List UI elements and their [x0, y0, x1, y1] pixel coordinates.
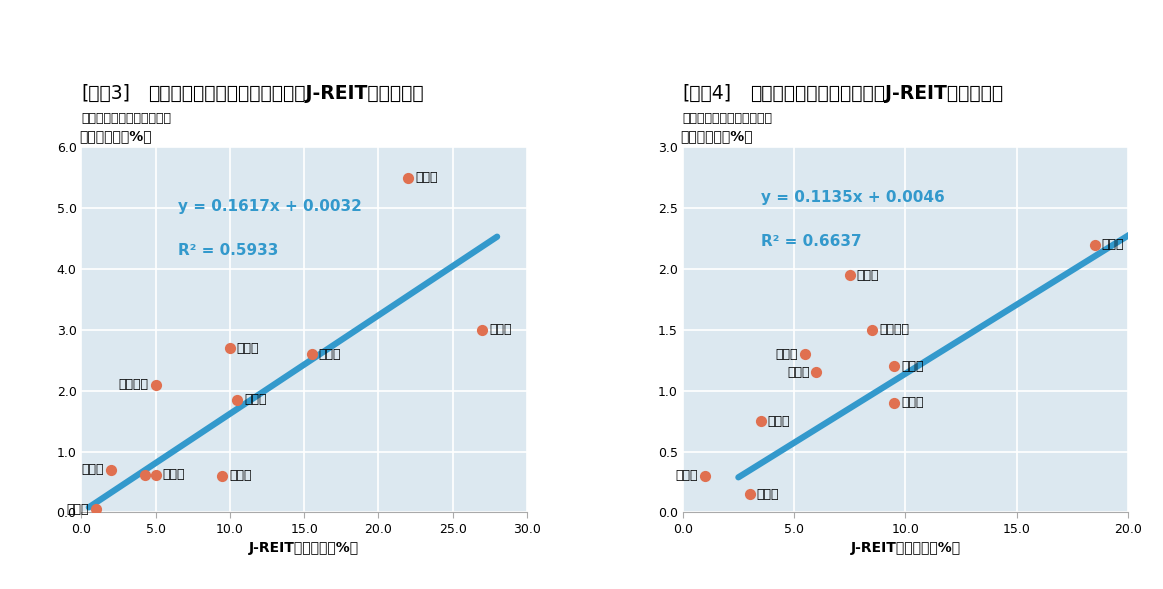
X-axis label: J-REIT保有比率（%）: J-REIT保有比率（%） — [249, 541, 359, 555]
Point — [695, 471, 714, 481]
Point — [473, 325, 492, 335]
Point — [885, 362, 904, 371]
Text: 福岡市: 福岡市 — [244, 393, 266, 406]
Text: 広島市: 広島市 — [676, 469, 698, 482]
Point — [1085, 240, 1104, 249]
Text: 札幌市: 札幌市 — [901, 396, 923, 409]
Text: 出所：ニッセイ基礎研究所: 出所：ニッセイ基礎研究所 — [683, 112, 772, 125]
Text: オフィスの「市場流動性」と「J-REIT保有比率」: オフィスの「市場流動性」と「J-REIT保有比率」 — [149, 84, 423, 103]
Point — [863, 325, 882, 335]
Point — [228, 395, 247, 405]
Point — [136, 470, 155, 479]
Point — [795, 349, 814, 359]
Text: R² = 0.5933: R² = 0.5933 — [178, 243, 278, 258]
Point — [740, 489, 758, 499]
Text: 福岡市: 福岡市 — [776, 348, 798, 360]
Point — [885, 398, 904, 408]
Text: 名古屋市: 名古屋市 — [119, 378, 149, 391]
Text: 京都市: 京都市 — [756, 488, 779, 501]
Text: y = 0.1135x + 0.0046: y = 0.1135x + 0.0046 — [761, 190, 944, 205]
Text: 大阪市: 大阪市 — [857, 269, 879, 282]
Text: 横浜市: 横浜市 — [787, 366, 809, 379]
Text: 市場流動性（%）: 市場流動性（%） — [680, 130, 754, 144]
Text: 神戸市: 神戸市 — [901, 360, 923, 373]
Point — [102, 465, 121, 475]
Text: 川崎市: 川崎市 — [490, 323, 512, 336]
Point — [147, 470, 165, 479]
Point — [213, 471, 231, 481]
Point — [399, 173, 418, 183]
Point — [751, 416, 770, 426]
Text: 広島市: 広島市 — [229, 469, 252, 482]
Text: 横浜市: 横浜市 — [415, 171, 437, 184]
Point — [302, 349, 321, 359]
Point — [807, 368, 826, 377]
Text: 名古屋市: 名古屋市 — [879, 323, 909, 336]
Text: 出所：ニッセイ基礎研究所: 出所：ニッセイ基礎研究所 — [81, 112, 171, 125]
Text: 京都市: 京都市 — [66, 503, 90, 516]
Point — [147, 380, 165, 389]
Text: y = 0.1617x + 0.0032: y = 0.1617x + 0.0032 — [178, 199, 362, 214]
Text: 仙台市: 仙台市 — [319, 348, 341, 360]
Text: 市場流動性（%）: 市場流動性（%） — [79, 130, 152, 144]
Text: 神戸市: 神戸市 — [81, 464, 105, 477]
Point — [841, 270, 859, 280]
Text: 住宅の「市場流動性」と「J-REIT保有比率」: 住宅の「市場流動性」と「J-REIT保有比率」 — [750, 84, 1003, 103]
X-axis label: J-REIT保有比率（%）: J-REIT保有比率（%） — [850, 541, 961, 555]
Text: 川崎市: 川崎市 — [768, 415, 790, 428]
Point — [87, 505, 106, 514]
Text: 札幌市: 札幌市 — [163, 468, 185, 481]
Point — [221, 343, 240, 353]
Text: 仙台市: 仙台市 — [1101, 238, 1125, 251]
Text: [図表3]: [図表3] — [81, 84, 130, 103]
Text: R² = 0.6637: R² = 0.6637 — [761, 234, 862, 249]
Text: 大阪市: 大阪市 — [237, 342, 259, 355]
Text: [図表4]: [図表4] — [683, 84, 732, 103]
